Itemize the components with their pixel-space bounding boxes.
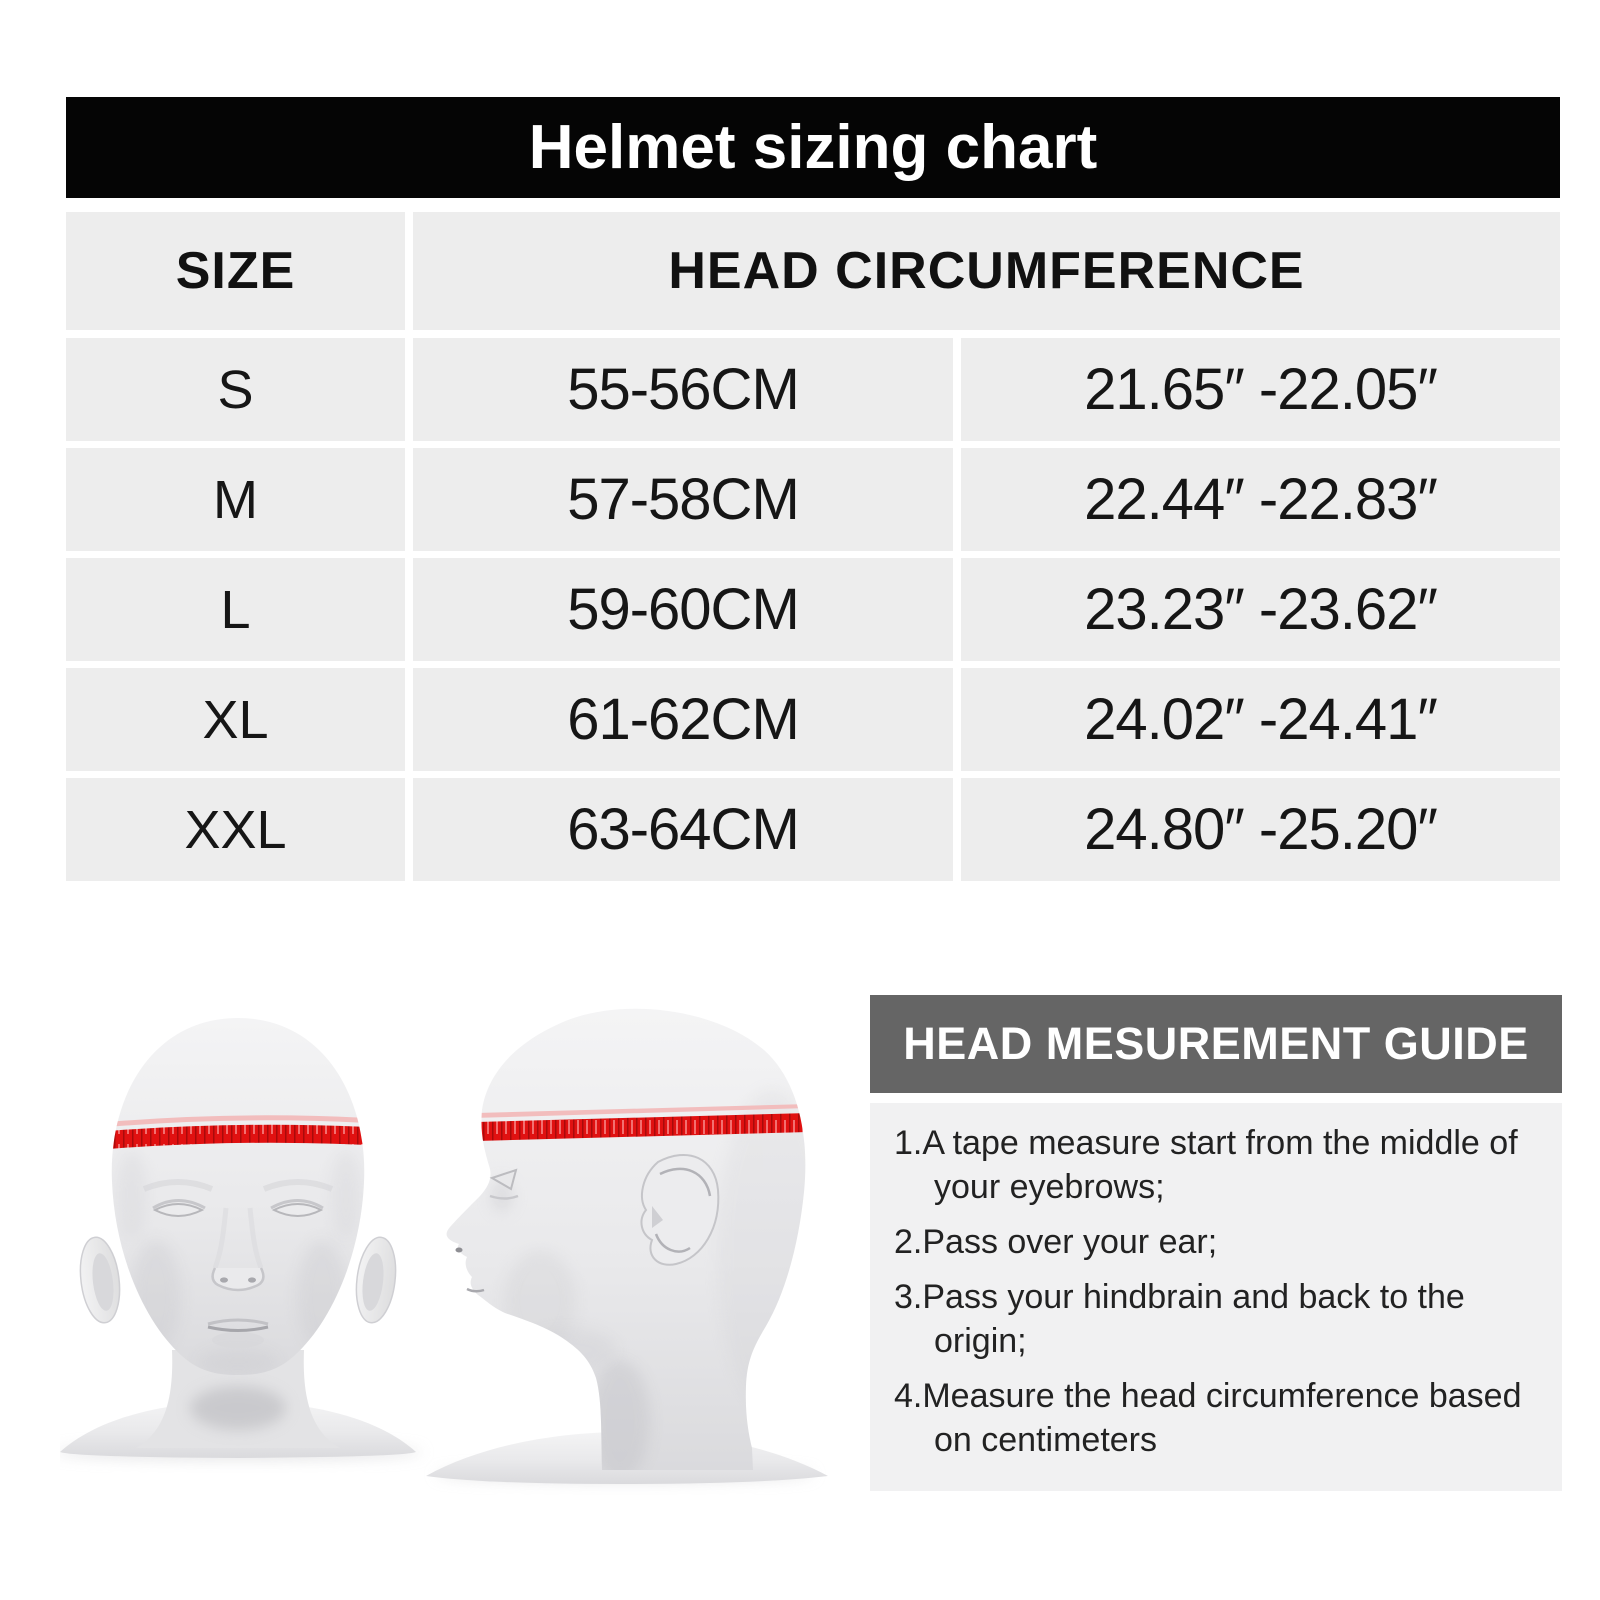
table-row-s: S 55-56CM 21.65″ -22.05″ bbox=[66, 338, 1560, 441]
table-row-m: M 57-58CM 22.44″ -22.83″ bbox=[66, 448, 1560, 551]
left-eyelid bbox=[152, 1199, 206, 1210]
profile-eyelid-line bbox=[489, 1194, 519, 1200]
mouth-line bbox=[207, 1325, 269, 1332]
cell-inches: 21.65″ -22.05″ bbox=[961, 338, 1560, 441]
guide-step-2: 2.Pass over your ear; bbox=[894, 1223, 1218, 1261]
front-face-features bbox=[142, 1179, 334, 1348]
right-nostril bbox=[248, 1277, 256, 1283]
cell-cm: 57-58CM bbox=[413, 448, 953, 551]
front-shading bbox=[117, 1150, 361, 1375]
left-eye bbox=[152, 1203, 205, 1217]
upper-lip bbox=[207, 1318, 269, 1326]
nose-base bbox=[211, 1267, 265, 1292]
page-title: Helmet sizing chart bbox=[528, 113, 1098, 182]
measuring-tape-front bbox=[111, 1115, 365, 1149]
table-row-xxl: XXL 63-64CM 24.80″ -25.20″ bbox=[66, 778, 1560, 881]
table-row-l: L 59-60CM 23.23″ -23.62″ bbox=[66, 558, 1560, 661]
left-nostril bbox=[220, 1277, 228, 1283]
title-bar: Helmet sizing chart bbox=[66, 97, 1560, 198]
front-head-illustration bbox=[60, 1018, 423, 1460]
profile-nostril bbox=[455, 1247, 463, 1253]
lower-lip bbox=[212, 1332, 264, 1348]
guide-title: HEAD MESUREMENT GUIDE bbox=[903, 1018, 1529, 1069]
left-brow bbox=[142, 1179, 214, 1192]
guide-step-4: 4.Measure the head circumference based o… bbox=[894, 1377, 1522, 1459]
right-eye bbox=[271, 1203, 324, 1217]
size-table-header: SIZE HEAD CIRCUMFERENCE bbox=[66, 212, 1560, 330]
cell-size: S bbox=[66, 338, 405, 441]
head-measurement-illustration bbox=[60, 1008, 828, 1484]
tape-edge-highlight bbox=[111, 1115, 365, 1127]
cell-size: XL bbox=[66, 668, 405, 771]
column-header-size: SIZE bbox=[66, 212, 405, 330]
guide-step-3: 3.Pass your hindbrain and back to the or… bbox=[894, 1278, 1465, 1360]
column-header-circumference: HEAD CIRCUMFERENCE bbox=[413, 212, 1560, 330]
profile-eye bbox=[489, 1168, 518, 1191]
right-brow bbox=[262, 1179, 334, 1192]
cell-size: XXL bbox=[66, 778, 405, 881]
profile-ear bbox=[640, 1153, 720, 1266]
profile-mouth-line bbox=[466, 1287, 485, 1293]
chin-shadow bbox=[190, 1386, 286, 1430]
right-eyelid bbox=[270, 1199, 324, 1210]
cell-inches: 24.80″ -25.20″ bbox=[961, 778, 1560, 881]
cell-size: L bbox=[66, 558, 405, 661]
measuring-tape-side bbox=[474, 1104, 806, 1141]
cell-size: M bbox=[66, 448, 405, 551]
table-row-xl: XL 61-62CM 24.02″ -24.41″ bbox=[66, 668, 1560, 771]
nose-bridge-left bbox=[212, 1207, 229, 1269]
cell-cm: 59-60CM bbox=[413, 558, 953, 661]
size-table-body: S 55-56CM 21.65″ -22.05″ M 57-58CM 22.44… bbox=[66, 338, 1560, 881]
guide-step-1: 1.A tape measure start from the middle o… bbox=[894, 1124, 1518, 1206]
tape-band bbox=[474, 1113, 806, 1141]
cell-inches: 22.44″ -22.83″ bbox=[961, 448, 1560, 551]
tape-edge-highlight bbox=[474, 1104, 806, 1118]
nose-bridge-right bbox=[247, 1207, 264, 1269]
guide-panel: 1.A tape measure start from the middle o… bbox=[870, 1103, 1562, 1491]
side-face-features bbox=[455, 1153, 720, 1293]
measurement-guide: HEAD MESUREMENT GUIDE 1.A tape measure s… bbox=[870, 995, 1562, 1491]
cell-cm: 63-64CM bbox=[413, 778, 953, 881]
guide-title-bar: HEAD MESUREMENT GUIDE bbox=[870, 995, 1562, 1093]
cell-cm: 55-56CM bbox=[413, 338, 953, 441]
cell-cm: 61-62CM bbox=[413, 668, 953, 771]
cell-inches: 23.23″ -23.62″ bbox=[961, 558, 1560, 661]
cell-inches: 24.02″ -24.41″ bbox=[961, 668, 1560, 771]
side-head-illustration bbox=[426, 1008, 828, 1484]
tape-band bbox=[111, 1124, 365, 1149]
front-ears bbox=[79, 1236, 397, 1324]
